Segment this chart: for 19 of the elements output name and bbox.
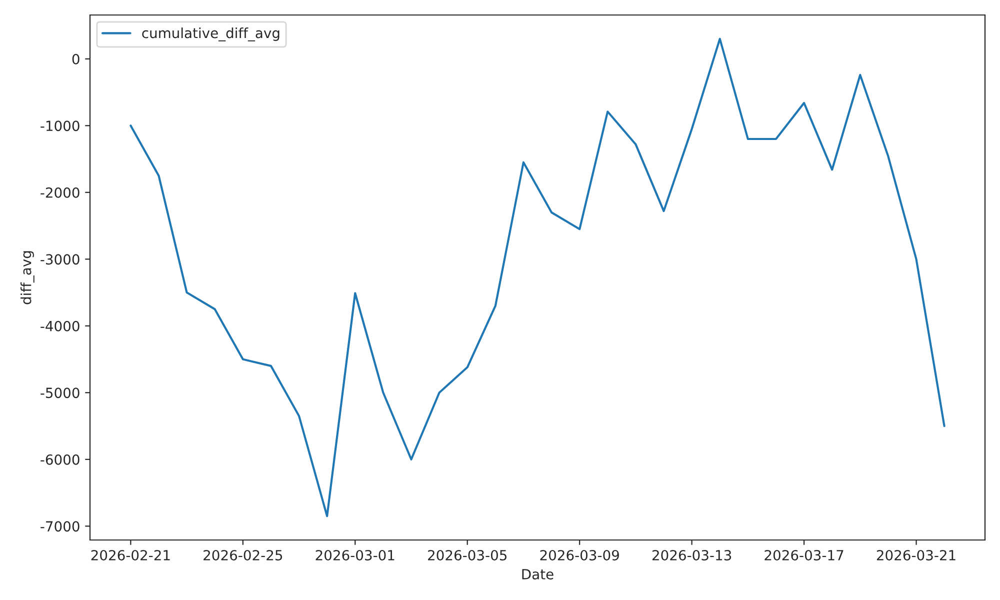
x-tick-label: 2026-03-09 [540,550,619,560]
x-tick-label: 2026-03-01 [316,550,394,560]
y-tick-label: -1000 [40,120,80,132]
legend-label: cumulative_diff_avg [142,28,280,42]
y-tick-label: -2000 [40,187,80,198]
x-tick-label: 2026-03-17 [764,550,844,560]
x-axis-title: Date [522,569,554,580]
y-tick-label: -5000 [40,388,80,398]
y-tick-label: -6000 [40,454,80,465]
x-tick-label: 2026-03-13 [652,550,732,560]
x-tick-label: 2026-02-25 [204,550,282,560]
y-tick-label: -3000 [40,254,80,265]
x-tick-label: 2026-02-21 [91,550,170,560]
x-tick-label: 2026-03-05 [428,550,507,560]
y-tick-label: -7000 [40,521,80,532]
y-tick-label: 0 [72,54,80,64]
y-tick-label: -4000 [40,320,80,332]
x-tick-label: 2026-03-21 [876,550,956,560]
y-axis-title: diff_avg [20,251,34,304]
